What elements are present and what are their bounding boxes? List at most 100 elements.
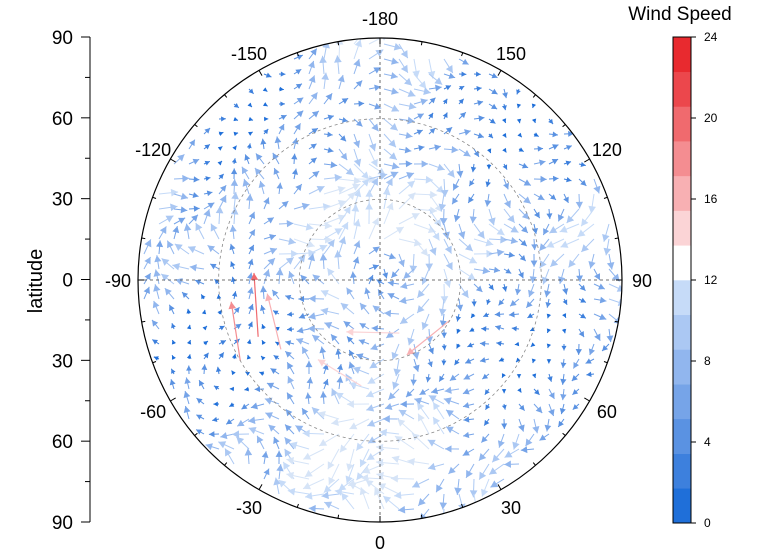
wind-vector [516, 118, 522, 124]
longitude-minor-tick [562, 124, 566, 128]
wind-vector [236, 418, 250, 427]
wind-vector [244, 154, 251, 165]
wind-vector [443, 253, 453, 271]
wind-vector [458, 129, 471, 136]
wind-vector [502, 147, 507, 153]
wind-vector [479, 357, 490, 363]
wind-vector [503, 251, 515, 258]
wind-vector [247, 303, 254, 315]
wind-vector [263, 257, 276, 270]
wind-vector [544, 418, 552, 432]
wind-vector [284, 437, 295, 450]
wind-vector [462, 448, 475, 457]
wind-vector [405, 388, 415, 398]
colorbar-swatch [673, 175, 691, 211]
wind-vector [334, 488, 355, 496]
longitude-tick-label: 60 [597, 402, 617, 422]
wind-vector [231, 370, 236, 376]
wind-vector [293, 183, 303, 195]
wind-vector [367, 373, 385, 385]
colorbar-swatch [673, 418, 691, 454]
wind-vector [488, 133, 494, 139]
wind-vector [563, 145, 572, 151]
wind-vector [293, 110, 304, 120]
wind-vector [308, 244, 328, 255]
wind-vector [308, 312, 325, 320]
wind-vector [203, 176, 211, 182]
wind-vector [272, 310, 280, 316]
longitude-minor-tick [224, 462, 228, 466]
wind-vector [231, 353, 237, 360]
wind-vector [398, 43, 409, 59]
wind-vector [247, 258, 254, 270]
wind-vector [158, 215, 174, 225]
wind-vector [374, 487, 385, 510]
wind-vector [231, 191, 239, 210]
wind-vector [518, 238, 528, 247]
wind-vector [443, 58, 454, 74]
wind-vector [346, 287, 355, 300]
wind-vector [473, 71, 481, 77]
longitude-ticks [138, 38, 622, 522]
wind-vector [343, 320, 355, 330]
wind-vector [353, 178, 370, 195]
wind-vector [254, 167, 265, 180]
longitude-minor-tick [141, 320, 146, 323]
wind-vector [229, 386, 235, 392]
wind-vector [561, 328, 567, 334]
wind-vector [186, 324, 192, 330]
wind-vector [247, 287, 254, 300]
wind-vector [203, 127, 211, 135]
wind-vector [527, 313, 535, 319]
wind-vector [287, 487, 310, 496]
wind-vector [230, 276, 237, 285]
wind-vector [503, 178, 509, 190]
wind-vector [397, 418, 415, 435]
wind-vector [383, 72, 398, 80]
wind-vector [353, 133, 361, 148]
wind-vector [548, 403, 555, 417]
wind-vector [287, 376, 295, 390]
wind-vector [473, 85, 482, 92]
wind-vector [488, 118, 496, 124]
wind-vector [353, 58, 361, 75]
wind-vector [547, 373, 553, 382]
wind-vector [366, 448, 385, 461]
wind-vector [501, 373, 506, 378]
wind-vector [154, 255, 162, 270]
wind-vector [173, 153, 185, 165]
wind-vector [469, 327, 475, 332]
wind-vector [247, 321, 253, 330]
wind-vector [383, 202, 394, 225]
wind-vector [417, 413, 430, 435]
wind-vector [143, 239, 152, 255]
wind-vector [246, 272, 254, 285]
wind-vector [203, 352, 209, 360]
wind-vector [435, 478, 445, 493]
wind-vector [323, 239, 336, 255]
longitude-minor-tick [532, 462, 536, 466]
wind-vector [387, 280, 400, 287]
wind-vector [443, 85, 452, 91]
wind-vector [458, 71, 467, 77]
wind-vector [398, 102, 417, 110]
wind-vector [285, 294, 295, 301]
wind-vector [463, 373, 475, 380]
wind-vector [508, 311, 520, 318]
longitude-minor-tick [461, 52, 464, 57]
wind-vector [542, 268, 550, 285]
wind-vector [188, 214, 199, 225]
wind-vector [473, 115, 485, 122]
wind-vector [215, 366, 222, 375]
wind-vector [531, 358, 537, 364]
wind-vector [566, 208, 580, 224]
wind-vector [503, 268, 512, 274]
wind-vector [181, 291, 190, 300]
wind-vector [562, 298, 568, 305]
wind-vector [456, 163, 464, 178]
wind-vector [273, 436, 280, 450]
wind-vector [400, 282, 415, 290]
wind-vector [576, 268, 583, 282]
wind-vector [568, 253, 580, 268]
wind-vector [247, 102, 253, 108]
